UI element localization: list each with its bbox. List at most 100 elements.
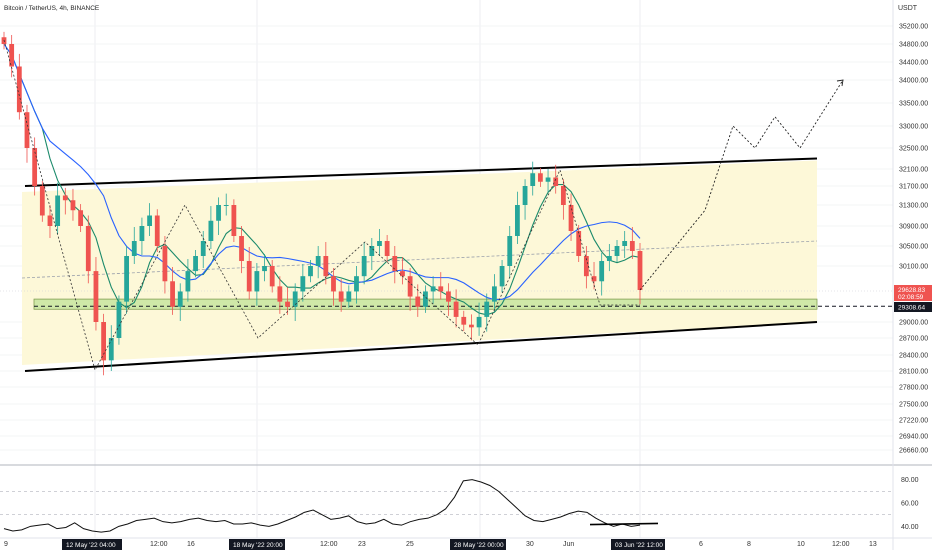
candle	[93, 257, 99, 331]
candle	[116, 295, 122, 345]
candle-body	[308, 266, 313, 277]
candle	[185, 259, 191, 302]
candle	[193, 250, 198, 278]
candle-body	[323, 256, 329, 277]
candle	[200, 231, 206, 269]
candlestick-series	[1, 31, 643, 376]
candle	[338, 279, 344, 312]
time-tick-label: Jun	[563, 541, 574, 548]
time-tick-label: 6	[699, 541, 703, 548]
candle-body	[131, 241, 137, 256]
candle	[62, 187, 68, 215]
time-tag-background	[450, 539, 506, 550]
candle	[55, 182, 61, 234]
candle-body	[39, 186, 45, 216]
candle-body	[277, 286, 283, 302]
time-axis[interactable]: 9 12:00 16 12:00 23 25 30 Jun 6 8 10 12:00 13 12 May …	[4, 539, 877, 550]
candle	[262, 254, 267, 282]
price-tick-label: 28400.00	[899, 353, 928, 360]
time-tag-label: 28 May '22 00:00	[454, 542, 504, 549]
last-price-tag: 29628.83 02:08:59	[894, 285, 932, 301]
candle	[239, 226, 244, 274]
candle-body	[591, 276, 597, 282]
candle-body	[231, 205, 237, 236]
candle-body	[430, 286, 436, 292]
candle-body	[369, 246, 375, 256]
time-tick-label: 12:00	[320, 541, 338, 548]
candle	[469, 314, 474, 341]
rsi-tick-label: 40.00	[901, 524, 919, 531]
candle	[384, 235, 390, 262]
candle	[162, 236, 168, 294]
price-tick-label: 30500.00	[899, 244, 928, 251]
time-highlight-tag: 18 May '22 20:00	[229, 539, 285, 550]
price-tick-label: 33500.00	[899, 101, 928, 108]
candle	[492, 274, 497, 312]
rsi-axis[interactable]: 80.00 60.00 40.00	[901, 477, 919, 531]
rsi-line	[3, 479, 641, 533]
candle-body	[446, 291, 451, 302]
time-tick-label: 9	[4, 541, 8, 548]
candle-body	[599, 261, 605, 282]
candle-body	[93, 271, 99, 322]
candle-body	[200, 241, 206, 256]
candle-body	[78, 210, 84, 226]
candle-body	[47, 215, 53, 226]
candle	[614, 240, 620, 262]
price-tick-label: 35200.00	[899, 24, 928, 31]
candle	[560, 179, 566, 220]
candle	[277, 276, 283, 314]
candle	[392, 246, 398, 284]
countdown-value: 02:08:59	[898, 294, 924, 301]
candle	[331, 268, 336, 306]
ma-slow-line	[3, 43, 641, 301]
projection-arrow-icon	[836, 79, 844, 87]
candle-body	[499, 266, 505, 287]
price-tick-label: 34000.00	[899, 78, 928, 85]
swing-dotted-path[interactable]	[3, 39, 640, 372]
candle-body	[583, 256, 589, 277]
price-tick-label: 26660.00	[899, 448, 928, 455]
channel-mid-line[interactable]	[21, 240, 818, 279]
rsi-divergence-line[interactable]	[589, 522, 659, 526]
price-tick-label: 27800.00	[899, 385, 928, 392]
price-tick-label: 27500.00	[899, 402, 928, 409]
price-tick-label: 30900.00	[899, 224, 928, 231]
candle-body	[16, 66, 22, 113]
channel-lower-line[interactable]	[24, 321, 818, 372]
candle	[147, 203, 152, 236]
candle-body	[469, 324, 474, 328]
price-tick-label: 32500.00	[899, 146, 928, 153]
candle	[285, 287, 290, 315]
candle-body	[185, 271, 191, 292]
channel-upper-line[interactable]	[24, 157, 818, 187]
candle-body	[614, 246, 620, 256]
candle-body	[32, 148, 38, 186]
time-tick-label: 12:00	[150, 541, 168, 548]
candle	[576, 224, 582, 262]
candle-body	[223, 205, 229, 206]
projection-path[interactable]	[3, 39, 844, 372]
time-tick-label: 25	[406, 541, 414, 548]
candle	[423, 285, 428, 313]
candle-body	[346, 291, 352, 302]
price-tick-label: 31300.00	[899, 203, 928, 210]
time-tick-label: 10	[797, 541, 805, 548]
price-tick-label: 32100.00	[899, 167, 928, 174]
candle	[131, 227, 137, 264]
time-tag-label: 12 May '22 04:00	[66, 542, 116, 549]
candle	[315, 246, 321, 279]
candle	[637, 243, 643, 305]
time-tick-label: 13	[869, 541, 877, 548]
candle	[32, 137, 38, 196]
candle-body	[354, 276, 359, 292]
time-tag-background	[62, 539, 122, 550]
time-highlight-tag: 28 May '22 00:00	[450, 539, 506, 550]
price-tick-label: 34400.00	[899, 60, 928, 67]
support-level-value: 29308.64	[898, 305, 925, 312]
candle-body	[338, 291, 344, 302]
price-axis[interactable]: 35200.00 34800.00 34400.00 34000.00 33500.00…	[899, 24, 928, 455]
candle-body	[246, 261, 252, 292]
candle-body	[530, 173, 536, 186]
